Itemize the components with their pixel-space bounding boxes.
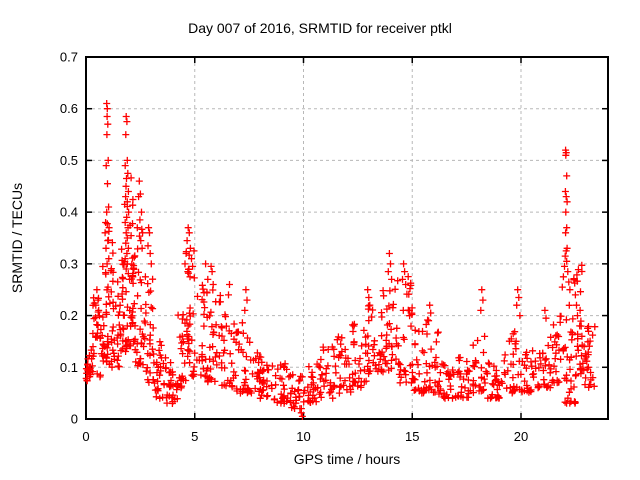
scatter-plus-markers xyxy=(82,100,599,420)
axis-tick-marks xyxy=(85,56,608,420)
x-tick-labels: 0 5 10 15 20 xyxy=(82,429,528,444)
y-tick-label: 0.3 xyxy=(60,256,78,271)
chart-title: Day 007 of 2016, SRMTID for receiver ptk… xyxy=(188,20,452,36)
data-points xyxy=(82,100,599,420)
x-tick-label: 0 xyxy=(82,429,89,444)
plot-border xyxy=(85,56,609,420)
y-tick-label: 0.5 xyxy=(60,153,78,168)
x-tick-label: 10 xyxy=(296,429,310,444)
y-tick-label: 0.1 xyxy=(60,360,78,375)
y-axis-label: SRMTID / TECUs xyxy=(9,183,25,293)
x-axis-label: GPS time / hours xyxy=(294,451,401,467)
x-tick-label: 20 xyxy=(514,429,528,444)
y-tick-label: 0.7 xyxy=(60,50,78,65)
y-tick-label: 0.6 xyxy=(60,101,78,116)
y-tick-label: 0.2 xyxy=(60,308,78,323)
x-tick-label: 15 xyxy=(405,429,419,444)
y-tick-labels: 0 0.1 0.2 0.3 0.4 0.5 0.6 0.7 xyxy=(60,50,78,427)
x-tick-label: 5 xyxy=(191,429,198,444)
y-tick-label: 0.4 xyxy=(60,205,78,220)
y-tick-label: 0 xyxy=(71,412,78,427)
